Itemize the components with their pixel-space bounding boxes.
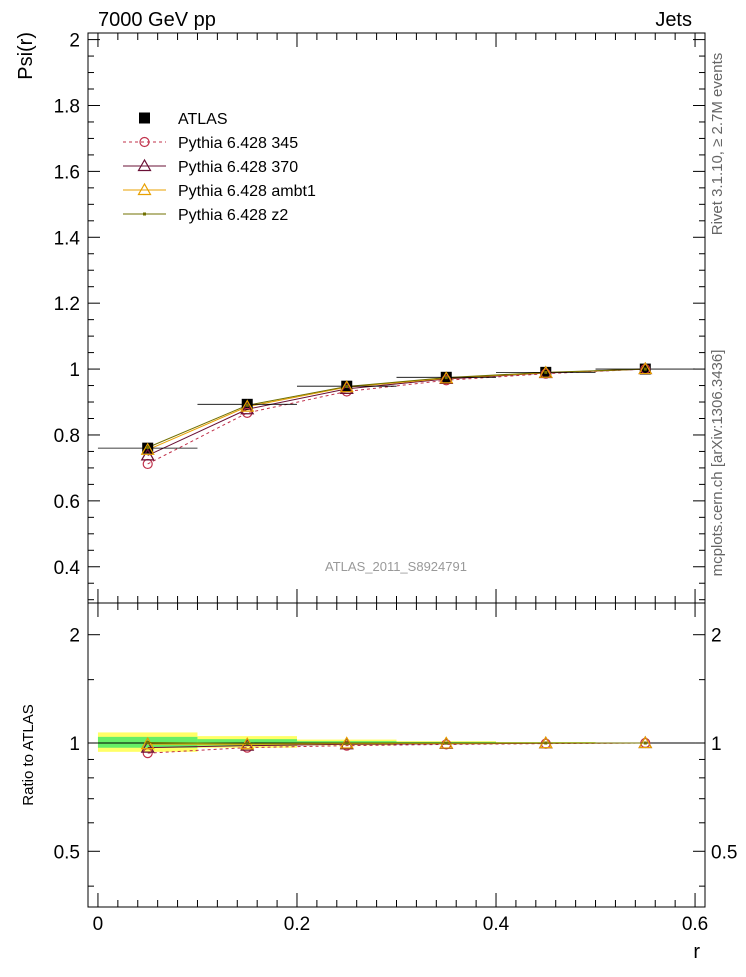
main-series-line <box>148 369 646 464</box>
main-ytick-label: 0.8 <box>54 426 80 447</box>
ratio-point <box>345 742 348 745</box>
main-point <box>146 446 149 449</box>
legend-label: Pythia 6.428 370 <box>178 159 298 176</box>
watermark: ATLAS_2011_S8924791 <box>325 559 467 574</box>
ratio-point <box>644 741 647 744</box>
main-ytick-label: 1.4 <box>54 228 81 249</box>
legend-marker <box>143 213 146 216</box>
legend-marker <box>139 160 151 171</box>
header-right: Jets <box>655 9 692 31</box>
ratio-point <box>146 741 149 744</box>
main-plot: 0.4 0.6 0.8 1 1.2 1.4 1.6 1.8 2 <box>54 31 705 603</box>
header-left: 7000 GeV pp <box>98 9 216 31</box>
main-point <box>544 371 547 374</box>
ratio-ytick-label-right: 0.5 <box>711 842 737 863</box>
ratio-ylabel: Ratio to ATLAS <box>20 704 37 805</box>
legend-label: Pythia 6.428 345 <box>178 135 298 152</box>
xlabel: r <box>693 941 700 963</box>
ratio-ytick-label-right: 1 <box>711 734 722 755</box>
main-point <box>246 404 249 407</box>
legend-label: ATLAS <box>178 111 228 128</box>
legend-marker <box>139 113 150 124</box>
ratio-plot: 0 0.2 0.4 0.6 0.5 0.5 1 1 2 2 <box>54 603 738 935</box>
side-label-top: Rivet 3.1.10, ≥ 2.7M events <box>709 53 726 236</box>
legend-label: Pythia 6.428 ambt1 <box>178 183 316 200</box>
main-ylabel: Psi(r) <box>15 32 37 80</box>
ratio-point <box>544 741 547 744</box>
xtick-label: 0.6 <box>682 914 708 935</box>
ratio-ytick-label: 0.5 <box>54 842 80 863</box>
xtick-label: 0.2 <box>284 914 310 935</box>
ratio-ytick-label: 2 <box>69 626 80 647</box>
legend-label: Pythia 6.428 z2 <box>178 207 288 224</box>
main-ytick-label: 1.8 <box>54 96 80 117</box>
legend: ATLAS Pythia 6.428 345 Pythia 6.428 370 Pyt… <box>123 111 316 224</box>
main-series-line <box>148 369 646 447</box>
main-point <box>644 368 647 371</box>
main-ytick-label: 1 <box>69 360 80 381</box>
main-ytick-label: 1.6 <box>54 162 80 183</box>
main-ytick-label: 0.6 <box>54 492 80 513</box>
main-series-line <box>148 369 646 450</box>
main-ytick-label: 2 <box>69 31 80 52</box>
ratio-ytick-label: 1 <box>69 734 80 755</box>
xtick-label: 0 <box>93 914 104 935</box>
main-ytick-label: 0.4 <box>54 558 81 579</box>
main-ytick-label: 1.2 <box>54 294 80 315</box>
main-point <box>345 385 348 388</box>
ratio-ytick-label-right: 2 <box>711 626 722 647</box>
ratio-point <box>246 742 249 745</box>
side-label-bottom: mcplots.cern.ch [arXiv:1306.3436] <box>709 350 726 577</box>
legend-marker <box>139 184 151 195</box>
main-point <box>445 376 448 379</box>
ratio-point <box>445 742 448 745</box>
ratio-frame <box>88 603 705 907</box>
xtick-label: 0.4 <box>483 914 510 935</box>
